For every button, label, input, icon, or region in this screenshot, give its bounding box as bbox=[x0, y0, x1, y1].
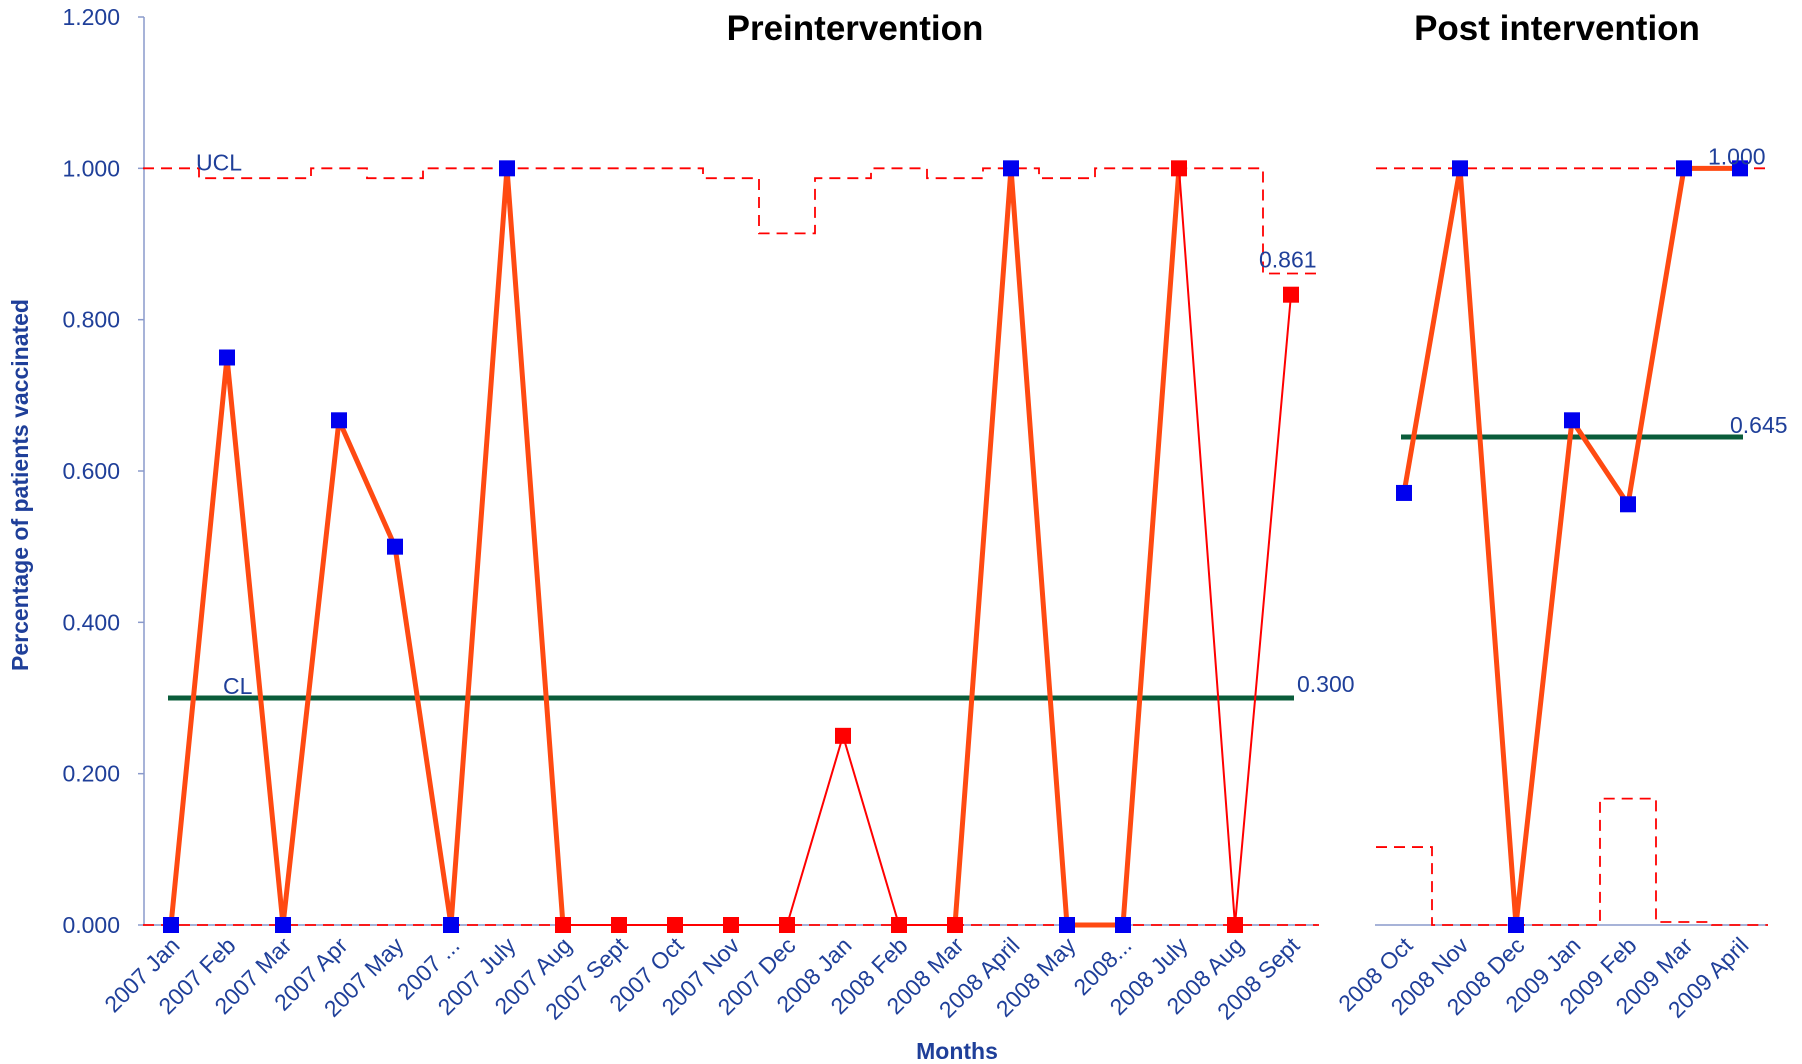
data-point bbox=[1115, 917, 1131, 933]
data-point bbox=[499, 160, 515, 177]
series-line-segment bbox=[224, 355, 286, 928]
data-point bbox=[555, 917, 571, 933]
annotations: UCL CL 0.300 0.861 1.000 0.645 bbox=[196, 143, 1788, 699]
series-line-segment bbox=[842, 734, 900, 926]
y-tick-label: 1.200 bbox=[62, 4, 120, 30]
data-point bbox=[1396, 484, 1412, 501]
y-tick-label: 0.600 bbox=[62, 458, 120, 484]
ucl-value-label: 0.861 bbox=[1259, 247, 1317, 273]
series-line-segment bbox=[1625, 165, 1687, 507]
data-point bbox=[723, 917, 739, 933]
series-line-segment bbox=[1178, 167, 1236, 926]
series-line-segment bbox=[1457, 165, 1519, 928]
cl-label: CL bbox=[223, 673, 253, 699]
data-point bbox=[1452, 160, 1468, 177]
series-line-segment bbox=[1513, 417, 1575, 928]
data-point bbox=[1508, 917, 1524, 933]
data-point bbox=[1059, 917, 1075, 933]
series-line-segment bbox=[952, 165, 1014, 928]
data-point bbox=[1620, 496, 1636, 513]
section-title-post: Post intervention bbox=[1414, 9, 1700, 48]
data-point bbox=[163, 917, 179, 933]
data-point bbox=[611, 917, 627, 933]
series-line-segment bbox=[448, 165, 510, 928]
ucl-label: UCL bbox=[196, 149, 242, 175]
control-limits bbox=[143, 167, 1768, 926]
post-cl-value-label: 0.645 bbox=[1730, 412, 1788, 438]
y-tick-label: 0.400 bbox=[62, 609, 120, 635]
data-point bbox=[387, 538, 403, 555]
data-point bbox=[1171, 160, 1187, 177]
series-line-segment bbox=[1234, 293, 1292, 926]
data-point bbox=[779, 917, 795, 933]
section-title-pre: Preintervention bbox=[727, 9, 984, 48]
data-point bbox=[891, 917, 907, 933]
series-line-segment bbox=[336, 417, 398, 550]
y-tick-label: 0.800 bbox=[62, 307, 120, 333]
data-point bbox=[1732, 160, 1748, 177]
data-point bbox=[331, 412, 347, 429]
data-point bbox=[667, 917, 683, 933]
data-point bbox=[1676, 160, 1692, 177]
series-line-segment bbox=[1120, 165, 1182, 928]
series-line-segment bbox=[786, 734, 844, 926]
data-point bbox=[275, 917, 291, 933]
y-axis: 0.000 0.200 0.400 0.600 0.800 1.000 1.200 bbox=[62, 4, 1768, 938]
y-tick-label: 0.200 bbox=[62, 761, 120, 787]
series-line-segment bbox=[504, 165, 566, 928]
data-point bbox=[947, 917, 963, 933]
data-point bbox=[835, 727, 851, 744]
series-line-segment bbox=[1008, 165, 1070, 928]
series-line-segment bbox=[1569, 417, 1631, 507]
series-line-segment bbox=[280, 417, 342, 928]
series-line-segment bbox=[392, 544, 454, 928]
x-axis-title: Months bbox=[916, 1038, 998, 1064]
y-tick-label: 1.000 bbox=[62, 155, 120, 181]
lcl-line bbox=[1376, 797, 1768, 926]
series-line-segment bbox=[168, 355, 230, 928]
data-series bbox=[163, 160, 1748, 933]
data-point bbox=[443, 917, 459, 933]
data-point bbox=[219, 349, 235, 366]
ucl-line bbox=[143, 167, 1319, 275]
data-point bbox=[1227, 917, 1243, 933]
data-point bbox=[1003, 160, 1019, 177]
series-line-segment bbox=[1401, 165, 1463, 496]
y-axis-title: Percentage of patients vaccinated bbox=[7, 299, 33, 671]
y-tick-label: 0.000 bbox=[62, 912, 120, 938]
cl-value-label: 0.300 bbox=[1297, 671, 1355, 697]
data-point bbox=[1564, 412, 1580, 429]
post-ucl-value-label: 1.000 bbox=[1708, 143, 1766, 169]
data-point bbox=[1283, 286, 1299, 303]
